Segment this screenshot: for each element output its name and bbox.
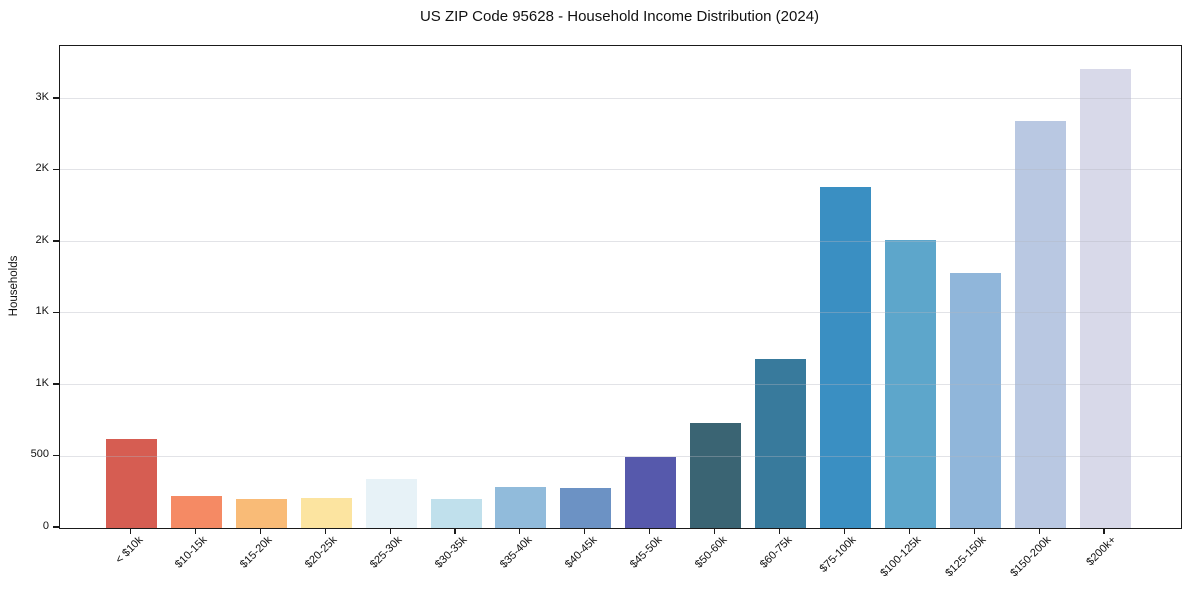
gridline-2000 xyxy=(60,240,1181,242)
x-tick-label: $100-125k xyxy=(878,534,924,580)
x-tick-mark xyxy=(519,528,521,534)
bar-$100-125k xyxy=(884,239,936,528)
x-tick-mark xyxy=(324,528,326,534)
chart-title: US ZIP Code 95628 - Household Income Dis… xyxy=(419,8,820,25)
y-tick-mark xyxy=(53,97,59,99)
bar-$20-25k xyxy=(300,497,352,528)
x-tick-mark xyxy=(843,528,845,534)
y-tick-mark xyxy=(53,168,59,171)
x-tick-mark xyxy=(454,528,456,534)
x-tick-mark xyxy=(1103,528,1105,534)
y-tick-label: 3K xyxy=(35,90,49,103)
bar-$45-50k xyxy=(625,456,677,528)
x-tick-label: $35-40k xyxy=(497,534,535,571)
bar-$10-15k xyxy=(170,495,222,528)
x-tick-label: $200k+ xyxy=(1084,534,1119,569)
x-tick-mark xyxy=(129,528,132,534)
y-tick-label: 1K xyxy=(35,305,49,318)
x-tick-label: $30-35k xyxy=(432,534,470,571)
x-tick-label: $25-30k xyxy=(367,534,405,571)
x-tick-mark xyxy=(973,528,975,534)
x-tick-label: $20-25k xyxy=(303,534,340,571)
x-tick-label: $50-60k xyxy=(692,534,730,571)
x-tick-label: $40-45k xyxy=(562,534,600,571)
x-tick-label: $45-50k xyxy=(627,534,665,571)
bar-< $10k xyxy=(106,439,157,528)
gridline-2500 xyxy=(60,169,1181,171)
y-tick-label: 2K xyxy=(35,162,49,175)
gridline-500 xyxy=(60,455,1181,457)
x-tick-label: $125-150k xyxy=(943,534,989,580)
bar-$35-40k xyxy=(495,486,547,528)
bar-$125-150k xyxy=(949,273,1001,528)
y-tick-label: 500 xyxy=(30,448,49,461)
bar-$60-75k xyxy=(755,358,806,528)
x-tick-label: $10-15k xyxy=(173,534,210,571)
plot-area xyxy=(59,45,1182,529)
x-tick-mark xyxy=(389,528,391,534)
x-tick-mark xyxy=(194,528,196,534)
y-tick-mark xyxy=(53,454,59,457)
bar-$15-20k xyxy=(235,498,287,528)
y-tick-label: 1K xyxy=(35,376,49,389)
x-tick-mark xyxy=(714,528,716,534)
x-tick-label: $150-200k xyxy=(1008,534,1054,580)
y-tick-mark xyxy=(53,526,59,528)
y-tick-mark xyxy=(53,311,59,314)
bar-$40-45k xyxy=(560,487,612,528)
x-tick-label: $75-100k xyxy=(817,534,859,575)
x-tick-label: $15-20k xyxy=(238,534,275,571)
y-tick-mark xyxy=(53,240,59,242)
gridline-3000 xyxy=(60,97,1181,99)
gridline-1500 xyxy=(60,312,1181,314)
x-tick-mark xyxy=(778,528,781,534)
x-tick-mark xyxy=(908,528,910,534)
x-tick-mark xyxy=(649,528,651,534)
bar-$150-200k xyxy=(1014,121,1066,528)
bar-$75-100k xyxy=(819,186,871,528)
bar-$50-60k xyxy=(690,422,742,528)
x-tick-mark xyxy=(1038,528,1040,534)
y-tick-label: 0 xyxy=(42,520,49,532)
gridline-1000 xyxy=(60,383,1181,385)
bar-$30-35k xyxy=(430,498,482,528)
x-tick-label: < $10k xyxy=(112,534,145,567)
x-tick-label: $60-75k xyxy=(757,534,794,571)
y-tick-label: 2K xyxy=(35,233,49,246)
x-tick-mark xyxy=(259,528,261,534)
y-tick-mark xyxy=(53,383,59,385)
x-tick-mark xyxy=(584,528,586,534)
bar-$25-30k xyxy=(365,478,417,528)
bar-$200k+ xyxy=(1079,68,1131,528)
